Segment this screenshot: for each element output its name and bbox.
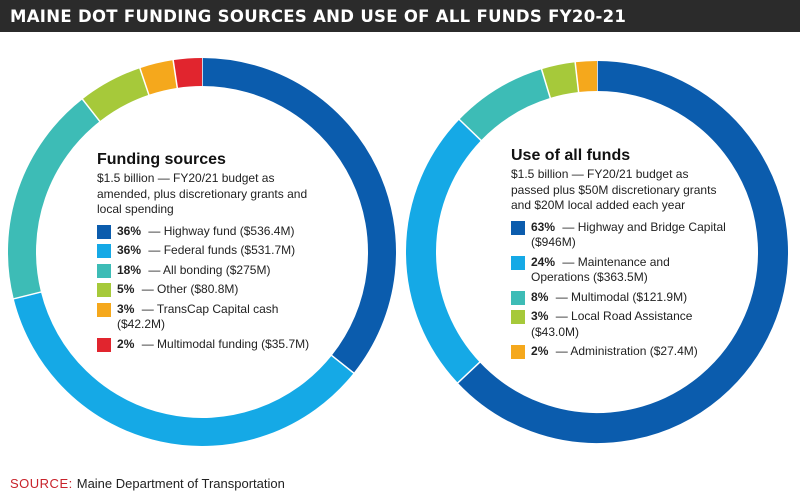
funding-sources-legend-panel: Funding sources $1.5 billion — FY20/21 b… (97, 150, 319, 356)
legend-label: Maintenance and Operations ($363.5M) (531, 254, 670, 285)
donut-slice (82, 68, 150, 122)
legend-percent: 36 (117, 223, 131, 238)
legend-swatch (511, 255, 525, 270)
legend-text: 8% — Multimodal ($121.9M) (531, 289, 688, 304)
chart-subtitle: $1.5 billion — FY20/21 budget as amended… (97, 171, 308, 216)
legend-label: Multimodal funding ($35.7M) (157, 336, 310, 351)
legend-text: 18% — All bonding ($275M) (117, 262, 271, 277)
legend-swatch (511, 220, 525, 235)
legend-text: 63% — Highway and Bridge Capital ($946M) (531, 219, 726, 250)
slice-separator (81, 97, 101, 123)
donut-slice (457, 61, 788, 443)
legend-swatch (97, 302, 111, 317)
slice-separator (12, 291, 43, 300)
donut-slice (201, 58, 396, 373)
legend-label: Federal funds ($531.7M) (163, 243, 296, 257)
legend-swatch (97, 244, 111, 258)
legend-swatch (511, 345, 525, 359)
legend-item: 2% — Multimodal funding ($35.7M) (97, 337, 319, 353)
legend-text: 36% — Federal funds ($531.7M) (117, 243, 296, 257)
legend-label: Highway and Bridge Capital ($946M) (531, 219, 726, 250)
page-title: MAINE DOT FUNDING SOURCES AND USE OF ALL… (10, 6, 627, 26)
slice-separator (172, 59, 179, 89)
legend-item: 8% — Multimodal ($121.9M) (511, 290, 726, 306)
legend-label: All bonding ($275M) (163, 262, 271, 277)
legend-percent: 18 (117, 262, 131, 277)
legend-text: 3% — Local Road Assistance ($43.0M) (531, 309, 693, 339)
legend-percent: 36 (117, 243, 131, 257)
slice-separator (330, 354, 355, 375)
donut-slice (139, 60, 178, 95)
legend-item: 18% — All bonding ($275M) (97, 263, 319, 279)
legend-item: 3% — TransCap Capital cash ($42.2M) (97, 302, 319, 333)
legend-percent: 24 (531, 254, 545, 269)
donut-slice (459, 69, 551, 141)
legend-label: Other ($80.8M) (157, 282, 239, 296)
donut-slice (575, 61, 598, 93)
legend-label: TransCap Capital cash ($42.2M) (117, 301, 279, 332)
legend-text: 5% — Other ($80.8M) (117, 282, 239, 296)
legend-item: 5% — Other ($80.8M) (97, 282, 319, 298)
legend-percent: 63 (531, 219, 545, 234)
legend-percent: 2 (117, 336, 124, 351)
legend-swatch (97, 263, 111, 278)
legend-label: Multimodal ($121.9M) (571, 289, 688, 304)
chart-subtitle: $1.5 billion — FY20/21 budget as passed … (511, 167, 717, 212)
chart-title: Use of all funds (511, 147, 631, 164)
legend-percent: 3 (117, 301, 124, 316)
legend-item: 24% — Maintenance and Operations ($363.5… (511, 255, 726, 286)
donut-slice (8, 99, 100, 299)
legend-percent: 8 (531, 289, 538, 304)
legend-item: 2% — Administration ($27.4M) (511, 344, 726, 360)
donut-slice (13, 292, 354, 446)
legend-text: 24% — Maintenance and Operations ($363.5… (531, 254, 670, 285)
slice-separator (456, 361, 481, 385)
legend-swatch (511, 290, 525, 305)
legend-label: Highway fund ($536.4M) (163, 223, 295, 238)
legend-percent: 5 (117, 282, 124, 296)
use-of-funds-legend-panel: Use of all funds $1.5 billion — FY20/21 … (511, 146, 726, 364)
title-bar: MAINE DOT FUNDING SOURCES AND USE OF ALL… (0, 0, 800, 32)
slice-separator (540, 68, 552, 100)
legend-item: 36% — Highway fund ($536.4M) (97, 224, 319, 240)
chart-title: Funding sources (97, 151, 226, 168)
legend-item: 36% — Federal funds ($531.7M) (97, 243, 319, 259)
slice-separator (138, 67, 150, 96)
donut-slice (406, 119, 482, 383)
legend-text: 36% — Highway fund ($536.4M) (117, 223, 295, 238)
legend-item: 3% — Local Road Assistance ($43.0M) (511, 309, 726, 340)
legend-swatch (511, 310, 525, 324)
legend-text: 2% — Administration ($27.4M) (531, 344, 698, 358)
legend-text: 2% — Multimodal funding ($35.7M) (117, 336, 310, 351)
legend-swatch (97, 283, 111, 297)
legend-swatch (97, 337, 111, 352)
legend: 36% — Highway fund ($536.4M) 36% — Federa… (97, 224, 319, 353)
slice-separator (458, 118, 483, 142)
legend-percent: 3 (531, 309, 538, 323)
slice-separator (574, 61, 580, 94)
donut-slice (541, 62, 579, 99)
legend-text: 3% — TransCap Capital cash ($42.2M) (117, 301, 279, 332)
legend-label: Administration ($27.4M) (570, 344, 698, 358)
legend-label: Local Road Assistance ($43.0M) (531, 309, 693, 339)
legend-percent: 2 (531, 344, 538, 358)
donut-slice (173, 58, 203, 88)
source-label: SOURCE: (10, 476, 73, 491)
legend-item: 63% — Highway and Bridge Capital ($946M) (511, 220, 726, 251)
source-text: Maine Department of Transportation (76, 476, 285, 491)
legend-swatch (97, 224, 111, 239)
legend: 63% — Highway and Bridge Capital ($946M)… (511, 220, 726, 360)
source-note: SOURCE: Maine Department of Transportatio… (10, 476, 285, 491)
